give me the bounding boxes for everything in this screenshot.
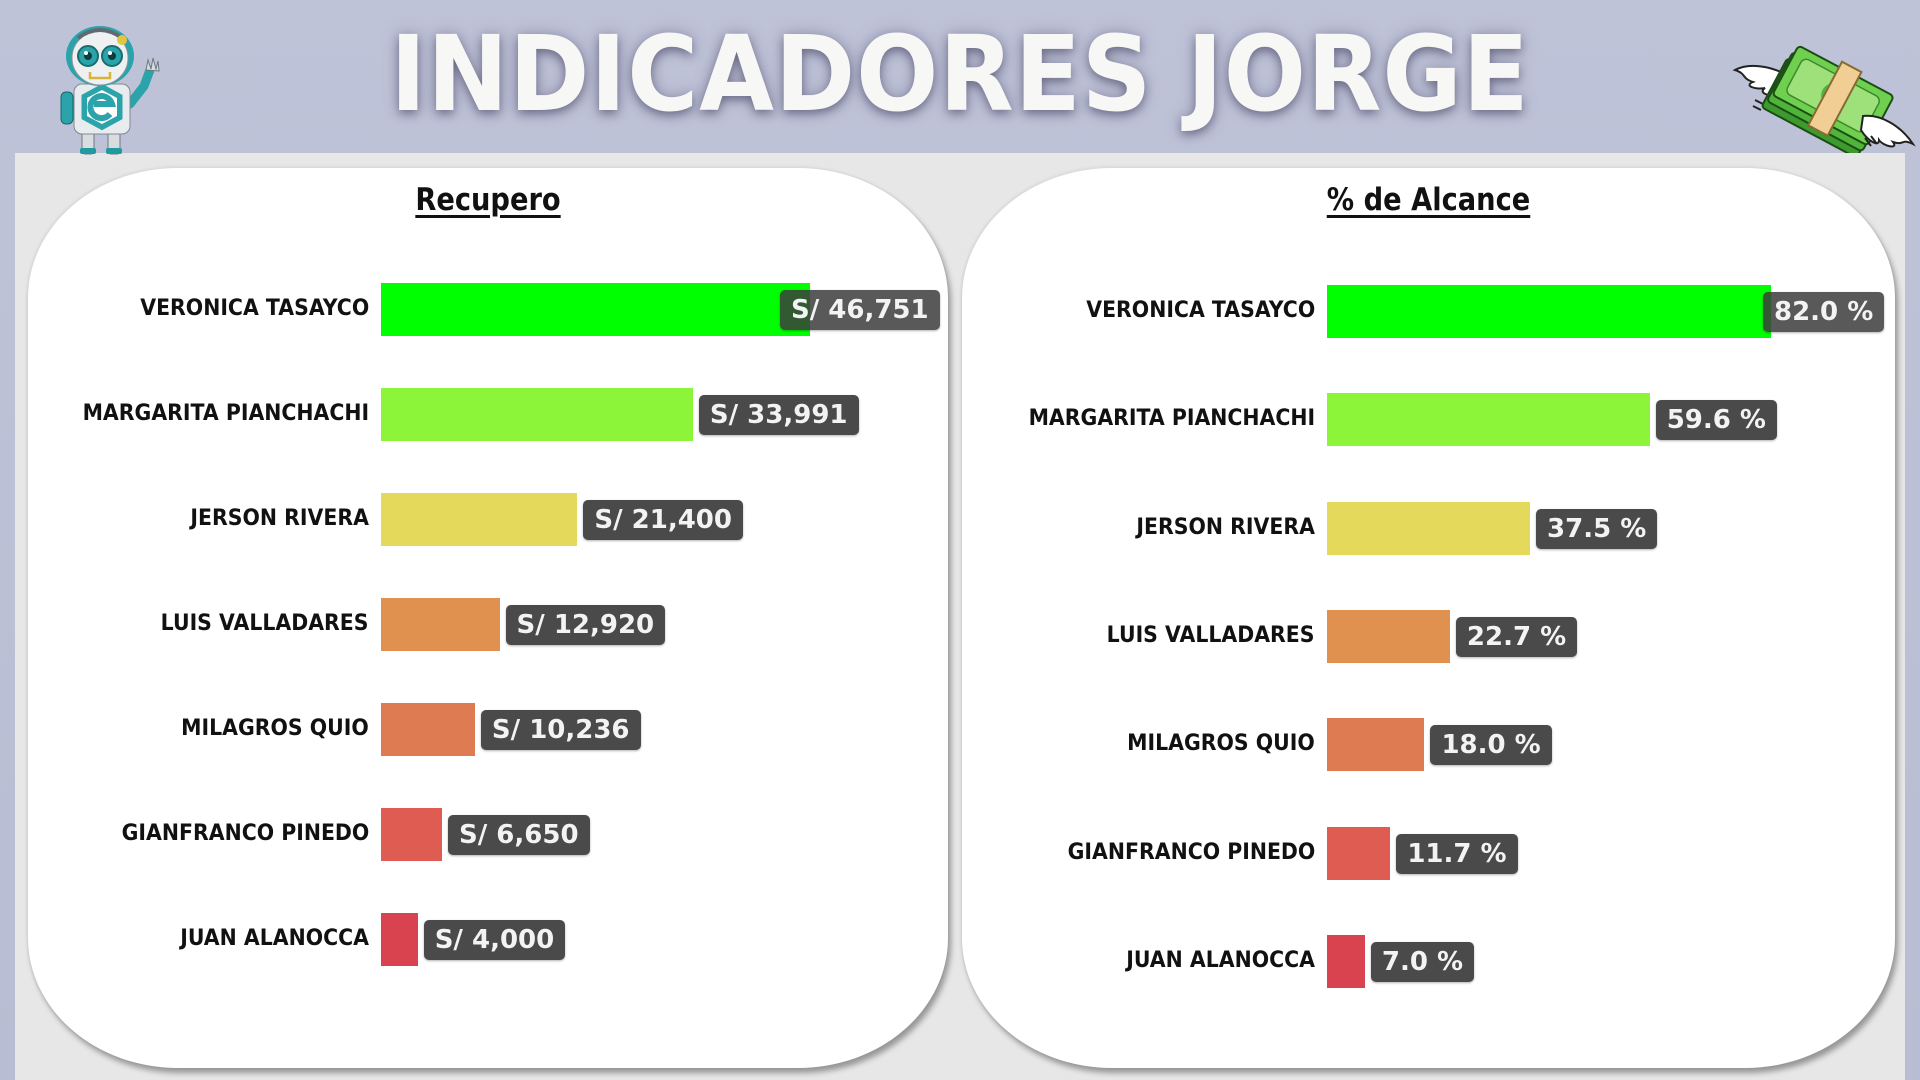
bar-label: MILAGROS QUIO (1127, 731, 1315, 757)
bar[interactable] (381, 388, 693, 441)
page-title: INDICADORES JORGE (390, 13, 1530, 135)
bar-row[interactable]: JERSON RIVERA 37.5 % (962, 498, 1895, 558)
robot-mascot-icon (60, 26, 160, 155)
bar[interactable] (1327, 826, 1391, 880)
bar-row[interactable]: MARGARITA PIANCHACHI S/ 33,991 (28, 384, 948, 444)
bar[interactable] (381, 703, 475, 756)
bar[interactable] (1327, 718, 1425, 772)
bar[interactable] (381, 493, 578, 546)
bar-label: GIANFRANCO PINEDO (1067, 839, 1315, 865)
value-badge: 18.0 % (1430, 725, 1552, 766)
bar-label: MILAGROS QUIO (181, 716, 369, 741)
flying-money-icon (1732, 45, 1916, 153)
bar[interactable] (381, 598, 500, 651)
bar-label: MARGARITA PIANCHACHI (1028, 406, 1315, 432)
bar-label: LUIS VALLADARES (1107, 622, 1315, 648)
alcance-card: % de Alcance VERONICA TASAYCO 82.0 % MARGA… (962, 168, 1895, 1068)
bar-row[interactable]: VERONICA TASAYCO S/ 46,751 (28, 279, 948, 339)
value-badge: 59.6 % (1655, 400, 1777, 441)
recupero-title: Recupero (415, 182, 561, 218)
value-badge: 22.7 % (1455, 616, 1578, 657)
alcance-title: % de Alcance (1326, 182, 1531, 218)
recupero-card: Recupero VERONICA TASAYCO S/ 46,751 MARGAR… (28, 168, 948, 1068)
bar[interactable] (1327, 934, 1365, 988)
value-badge: 7.0 % (1370, 941, 1475, 982)
value-badge: 37.5 % (1536, 508, 1658, 549)
value-badge: S/ 6,650 (448, 815, 590, 855)
value-badge: 82.0 % (1763, 292, 1885, 332)
bar-row[interactable]: LUIS VALLADARES S/ 12,920 (28, 594, 948, 654)
bar-row[interactable]: GIANFRANCO PINEDO S/ 6,650 (28, 804, 948, 864)
bar-row[interactable]: VERONICA TASAYCO 82.0 % (962, 281, 1895, 341)
value-badge: S/ 4,000 (423, 920, 566, 960)
bar[interactable] (381, 283, 810, 336)
bar-row[interactable]: MILAGROS QUIO 18.0 % (962, 714, 1895, 774)
bar-label: JUAN ALANOCCA (180, 926, 369, 951)
value-badge: S/ 12,920 (505, 605, 666, 645)
bar[interactable] (1327, 501, 1531, 555)
bar-label: VERONICA TASAYCO (140, 296, 369, 321)
bar-label: MARGARITA PIANCHACHI (82, 401, 369, 426)
bar-label: JUAN ALANOCCA (1126, 947, 1315, 973)
bar-label: JERSON RIVERA (190, 506, 369, 531)
value-badge: S/ 10,236 (480, 710, 641, 750)
bar-label: VERONICA TASAYCO (1086, 298, 1315, 323)
bar[interactable] (1327, 285, 1771, 338)
bar-label: GIANFRANCO PINEDO (121, 821, 369, 846)
bar-row[interactable]: MARGARITA PIANCHACHI 59.6 % (962, 389, 1895, 449)
bar-row[interactable]: LUIS VALLADARES 22.7 % (962, 606, 1895, 666)
bar-row[interactable]: JUAN ALANOCCA 7.0 % (962, 931, 1895, 991)
bar-row[interactable]: GIANFRANCO PINEDO 11.7 % (962, 823, 1895, 883)
bar-row[interactable]: MILAGROS QUIO S/ 10,236 (28, 699, 948, 759)
value-badge: S/ 21,400 (583, 500, 743, 540)
bar[interactable] (1327, 609, 1450, 663)
value-badge: S/ 33,991 (698, 395, 859, 435)
value-badge: 11.7 % (1396, 833, 1518, 874)
bar-label: JERSON RIVERA (1136, 514, 1315, 540)
bar[interactable] (381, 808, 443, 861)
value-badge: S/ 46,751 (780, 290, 940, 330)
bar-label: LUIS VALLADARES (161, 611, 369, 636)
bar-row[interactable]: JERSON RIVERA S/ 21,400 (28, 489, 948, 549)
bar[interactable] (1327, 393, 1650, 447)
bar-row[interactable]: JUAN ALANOCCA S/ 4,000 (28, 909, 948, 969)
bar[interactable] (381, 913, 418, 966)
